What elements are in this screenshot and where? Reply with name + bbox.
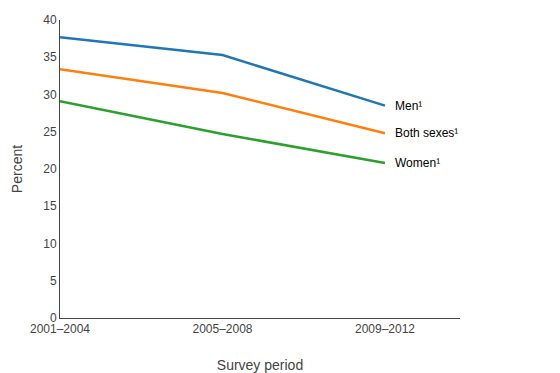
svg-text:Survey period: Survey period: [217, 357, 303, 373]
svg-text:Men¹: Men¹: [395, 99, 422, 113]
svg-text:2001–2004: 2001–2004: [30, 322, 90, 336]
svg-text:Both sexes¹: Both sexes¹: [395, 126, 458, 140]
svg-text:0: 0: [50, 311, 57, 325]
svg-text:15: 15: [43, 199, 57, 213]
svg-text:5: 5: [50, 274, 57, 288]
svg-text:10: 10: [43, 237, 57, 251]
svg-text:2005–2008: 2005–2008: [192, 322, 252, 336]
svg-text:Percent: Percent: [9, 145, 25, 193]
svg-text:20: 20: [43, 162, 57, 176]
svg-text:40: 40: [43, 13, 57, 27]
svg-text:2009–2012: 2009–2012: [355, 322, 415, 336]
svg-text:30: 30: [43, 88, 57, 102]
svg-text:25: 25: [43, 125, 57, 139]
svg-text:35: 35: [43, 50, 57, 64]
svg-text:Women¹: Women¹: [395, 156, 440, 170]
